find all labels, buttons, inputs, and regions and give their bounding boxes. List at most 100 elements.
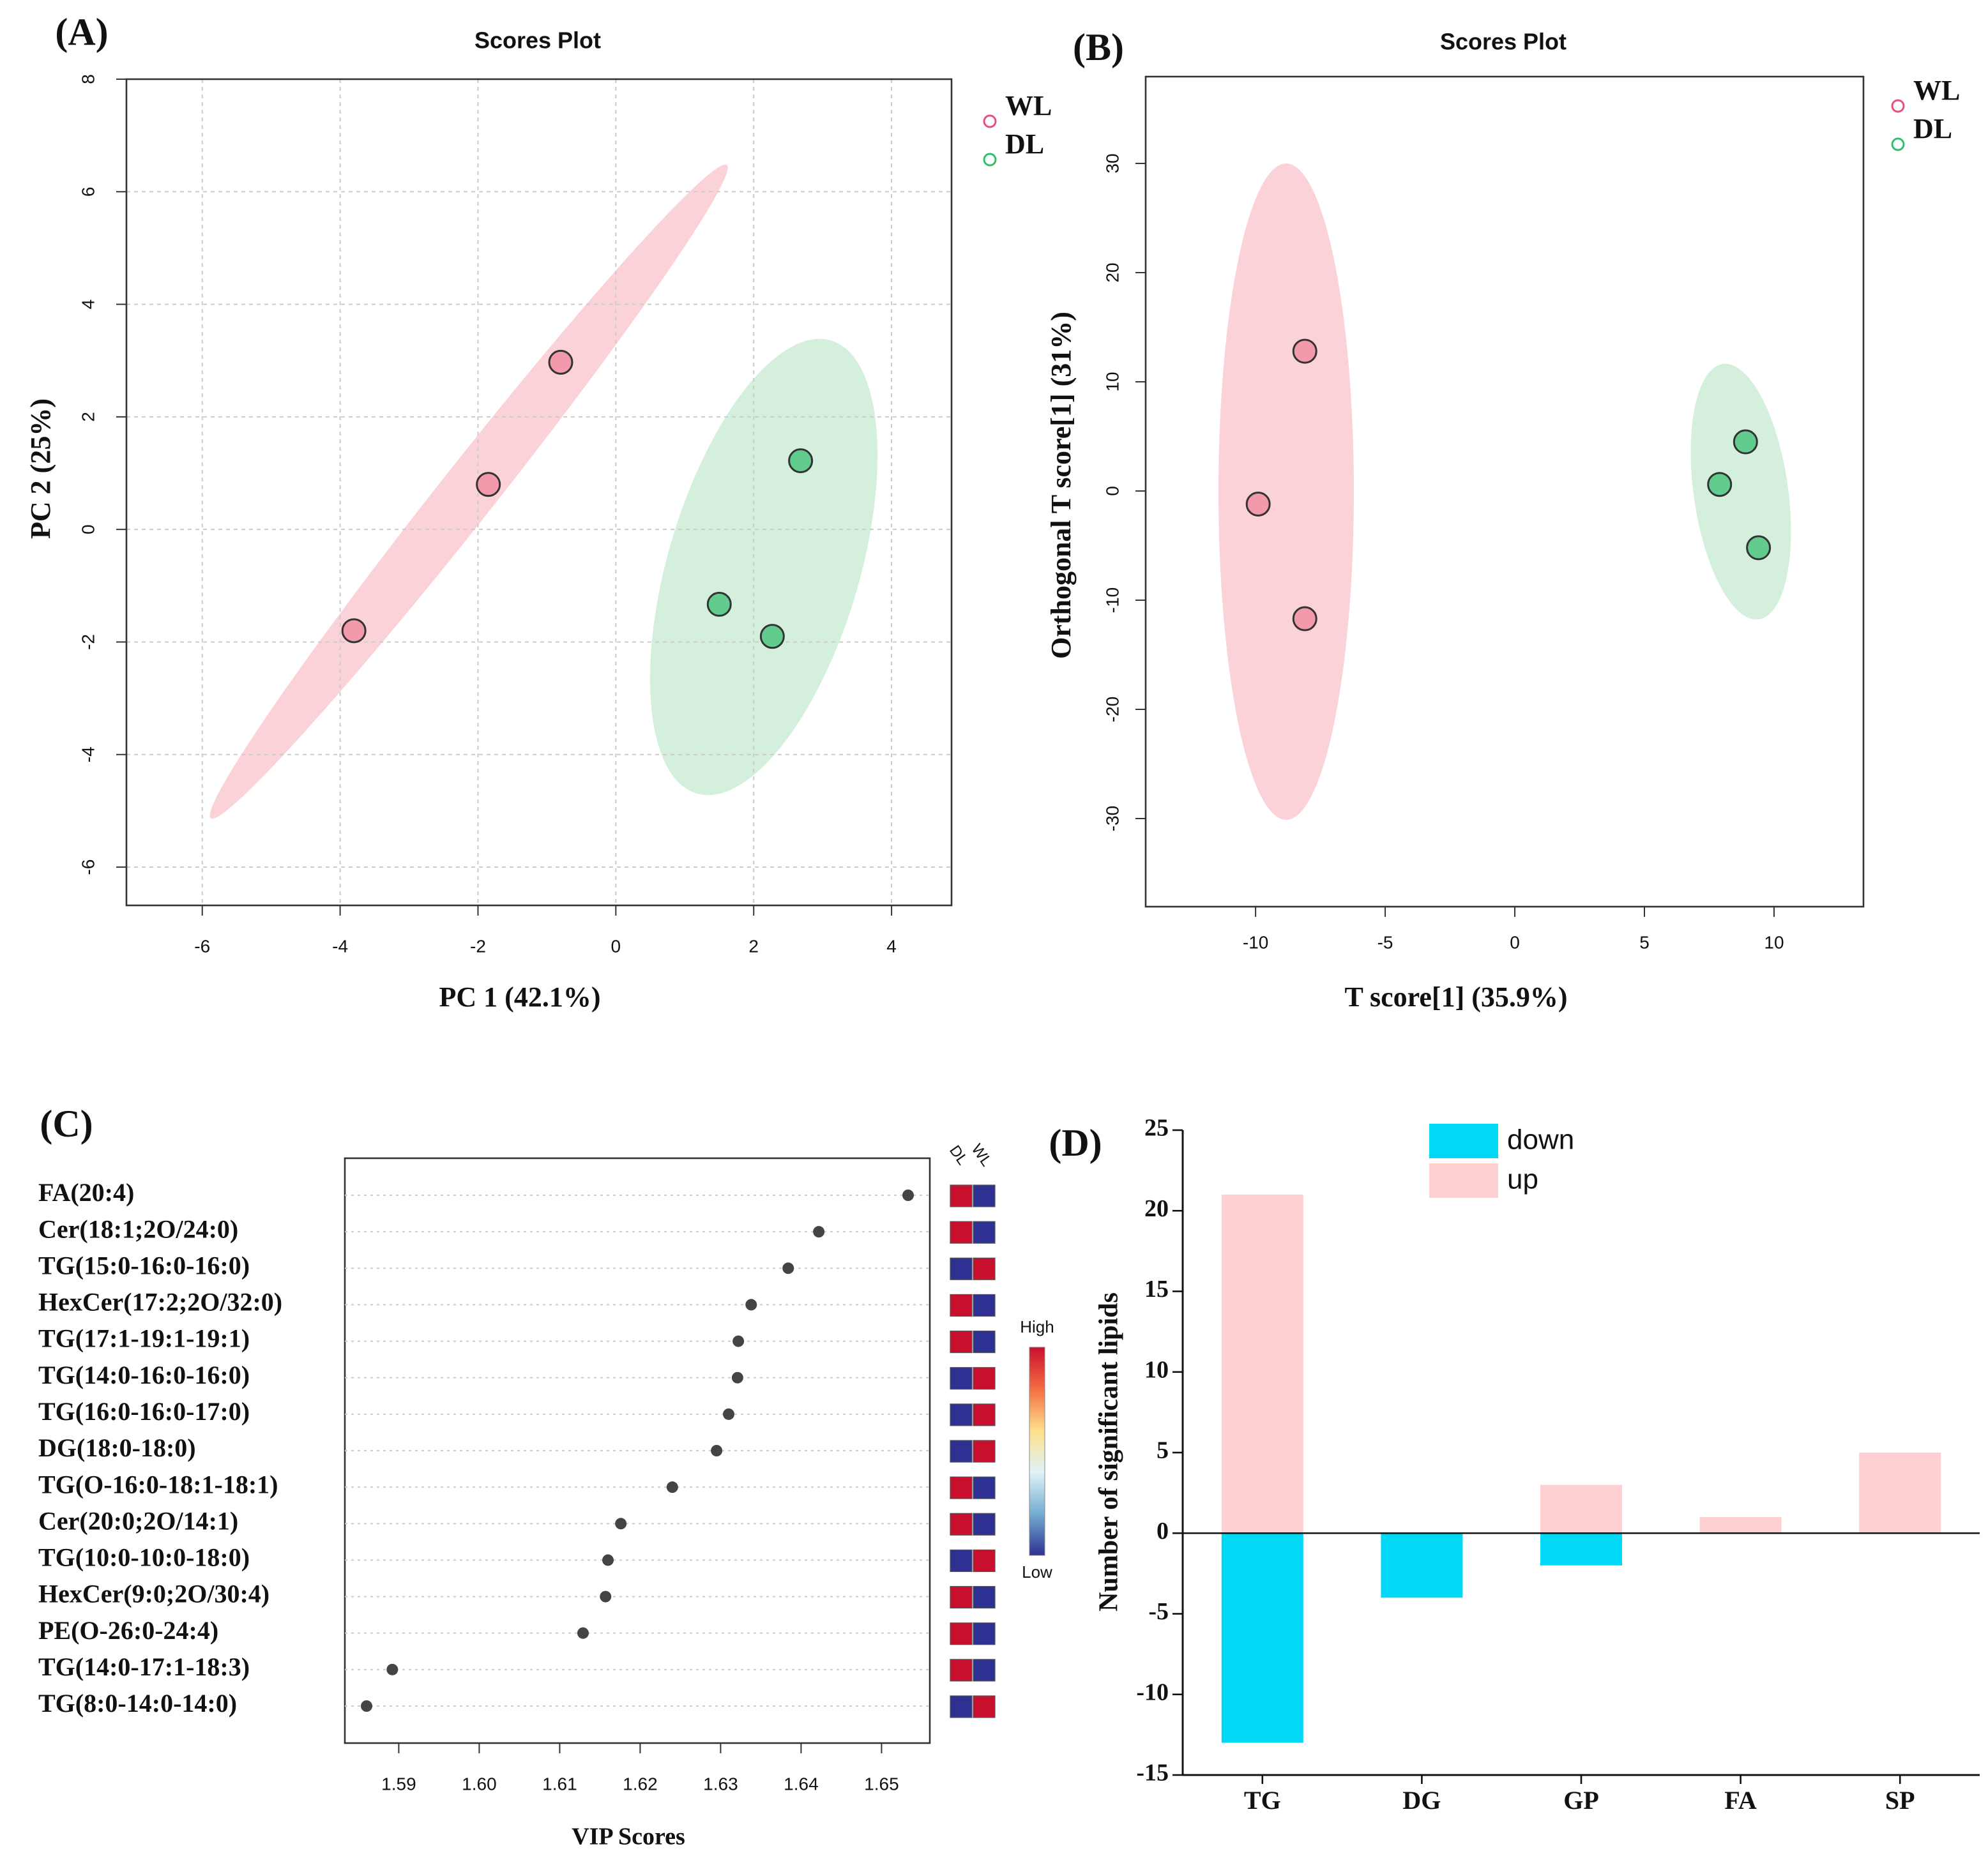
x-tick-label: 1.64 bbox=[784, 1774, 819, 1794]
category-label: HexCer(17:2;2O/32:0) bbox=[38, 1288, 282, 1317]
y-tick-label: 10 bbox=[1102, 372, 1122, 391]
heatmap-cell bbox=[973, 1513, 996, 1536]
x-tick-label: 0 bbox=[611, 936, 621, 956]
x-tick-label: 2 bbox=[748, 936, 759, 956]
colorbar-high-label: High bbox=[1020, 1317, 1054, 1336]
heatmap-cell bbox=[950, 1330, 973, 1354]
category-label: Cer(18:1;2O/24:0) bbox=[38, 1214, 238, 1243]
x-tick-label: 1.63 bbox=[703, 1774, 738, 1794]
dot bbox=[813, 1226, 825, 1238]
y-tick-label: 10 bbox=[1144, 1356, 1169, 1383]
chart-title: Scores Plot bbox=[474, 27, 601, 54]
y-tick-label: 30 bbox=[1102, 153, 1122, 173]
x-tick-label: GP bbox=[1563, 1786, 1599, 1815]
x-tick-label: 5 bbox=[1639, 932, 1650, 952]
legend-marker bbox=[1891, 137, 1905, 151]
dot bbox=[666, 1481, 678, 1493]
plot-frame bbox=[1144, 75, 1865, 908]
x-tick-label: 1.60 bbox=[462, 1774, 497, 1794]
x-tick-label: -5 bbox=[1377, 932, 1393, 952]
y-tick-label: -20 bbox=[1102, 697, 1122, 722]
heatmap-cell bbox=[973, 1585, 996, 1609]
x-axis-title: T score[1] (35.9%) bbox=[1344, 981, 1567, 1013]
y-axis-title: Number of significant lipids bbox=[1095, 1292, 1124, 1612]
dot bbox=[732, 1335, 745, 1347]
y-tick-label: 6 bbox=[78, 187, 98, 197]
heatmap-cell bbox=[950, 1695, 973, 1718]
point bbox=[1707, 472, 1733, 497]
bar bbox=[1381, 1533, 1463, 1598]
heatmap-cell bbox=[973, 1221, 996, 1244]
category-label: FA(20:4) bbox=[38, 1178, 134, 1207]
category-label: TG(14:0-16:0-16:0) bbox=[38, 1361, 250, 1389]
y-tick-label: -30 bbox=[1102, 806, 1122, 831]
point bbox=[1292, 606, 1317, 631]
heatmap-cell bbox=[973, 1659, 996, 1682]
heatmap-cell bbox=[973, 1549, 996, 1573]
y-tick-label: -10 bbox=[1102, 587, 1122, 613]
confidence-ellipse bbox=[1218, 163, 1354, 820]
bar bbox=[1221, 1195, 1303, 1534]
panel-label: (C) bbox=[40, 1103, 93, 1145]
bar bbox=[1221, 1533, 1303, 1743]
heatmap-cell bbox=[973, 1403, 996, 1426]
dot bbox=[723, 1408, 735, 1420]
legend-marker bbox=[1891, 99, 1905, 113]
category-label: TG(10:0-10:0-18:0) bbox=[38, 1543, 250, 1572]
x-tick-label: SP bbox=[1885, 1786, 1915, 1815]
heatmap-cell bbox=[950, 1403, 973, 1426]
y-tick-label: -5 bbox=[1148, 1598, 1169, 1625]
heatmap-cell bbox=[950, 1440, 973, 1463]
heatmap-cell bbox=[973, 1294, 996, 1317]
legend-marker bbox=[983, 114, 997, 128]
category-label: HexCer(9:0;2O/30:4) bbox=[38, 1580, 269, 1608]
category-label: TG(8:0-14:0-14:0) bbox=[38, 1689, 237, 1718]
heatmap-cell bbox=[973, 1330, 996, 1354]
bar bbox=[1540, 1485, 1622, 1534]
y-tick-label: 2 bbox=[78, 412, 98, 422]
point bbox=[1733, 429, 1758, 455]
y-tick-label: -10 bbox=[1136, 1679, 1169, 1705]
category-label: TG(15:0-16:0-16:0) bbox=[38, 1251, 250, 1280]
category-label: Cer(20:0;2O/14:1) bbox=[38, 1506, 238, 1535]
legend-label: DL bbox=[1913, 113, 1952, 144]
legend-label: down bbox=[1507, 1124, 1574, 1156]
point bbox=[476, 472, 501, 497]
panel-label: (A) bbox=[55, 11, 108, 53]
bar bbox=[1859, 1453, 1941, 1534]
y-tick-label: 0 bbox=[1157, 1518, 1169, 1545]
point bbox=[706, 591, 732, 617]
point bbox=[1292, 338, 1317, 364]
y-tick-label: 4 bbox=[78, 299, 98, 310]
heatmap-cell bbox=[950, 1367, 973, 1390]
category-label: TG(14:0-17:1-18:3) bbox=[38, 1652, 250, 1681]
heatmap-cell bbox=[973, 1184, 996, 1207]
category-label: TG(O-16:0-18:1-18:1) bbox=[38, 1470, 278, 1499]
x-axis-title: VIP Scores bbox=[572, 1824, 685, 1850]
plot-frame bbox=[125, 78, 953, 907]
heatmap-cell bbox=[950, 1294, 973, 1317]
x-tick-label: 1.65 bbox=[864, 1774, 899, 1794]
dot bbox=[782, 1262, 794, 1274]
confidence-ellipse bbox=[209, 164, 728, 819]
y-tick-label: 20 bbox=[1144, 1195, 1169, 1222]
legend-swatch bbox=[1429, 1124, 1498, 1158]
category-label: PE(O-26:0-24:4) bbox=[38, 1616, 218, 1645]
heatmap-cell bbox=[950, 1184, 973, 1207]
heatmap-cell bbox=[973, 1476, 996, 1499]
y-tick-label: 0 bbox=[1102, 486, 1122, 496]
y-tick-label: 20 bbox=[1102, 262, 1122, 282]
point bbox=[548, 349, 573, 375]
bar bbox=[1699, 1517, 1782, 1534]
x-tick-label: 1.61 bbox=[542, 1774, 577, 1794]
y-tick-label: 25 bbox=[1144, 1115, 1169, 1142]
heatmap-cell bbox=[950, 1585, 973, 1609]
dot bbox=[711, 1445, 723, 1456]
dot bbox=[902, 1190, 914, 1201]
x-tick-label: 0 bbox=[1510, 932, 1520, 952]
x-tick-label: 1.62 bbox=[623, 1774, 658, 1794]
category-label: TG(16:0-16:0-17:0) bbox=[38, 1397, 250, 1426]
category-label: TG(17:1-19:1-19:1) bbox=[38, 1324, 250, 1353]
y-tick-label: -2 bbox=[78, 634, 98, 650]
